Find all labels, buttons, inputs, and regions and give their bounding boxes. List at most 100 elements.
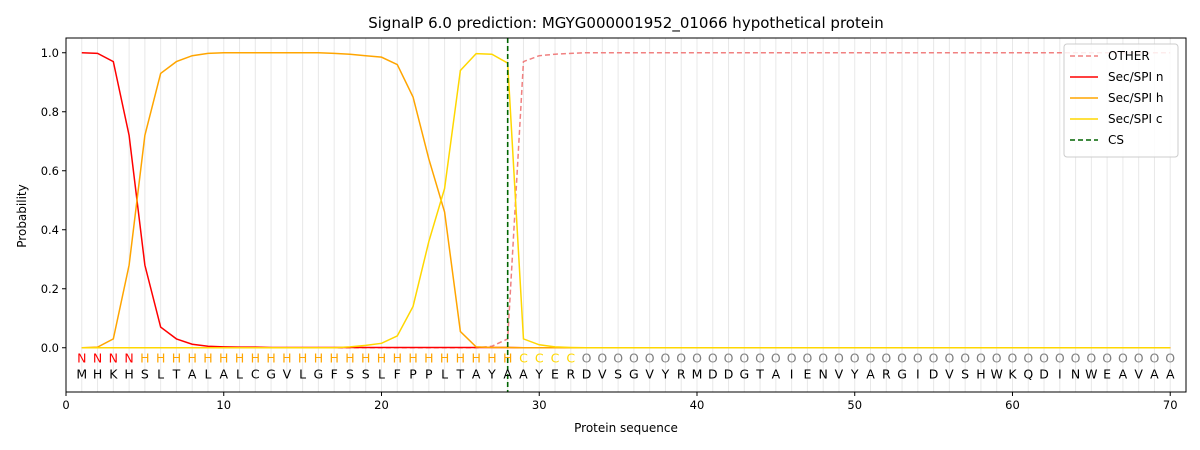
residue-label: V (598, 366, 607, 381)
residue-label: T (172, 366, 181, 381)
residue-label: A (188, 366, 197, 381)
region-label: H (187, 351, 196, 366)
region-label: O (661, 351, 671, 366)
legend-label: Sec/SPI h (1108, 91, 1163, 105)
region-label: H (424, 351, 433, 366)
region-label: H (298, 351, 307, 366)
residue-label: N (1071, 366, 1080, 381)
residue-label: Y (487, 366, 496, 381)
region-label: O (771, 351, 781, 366)
region-label: C (551, 351, 560, 366)
residue-label: N (819, 366, 828, 381)
residue-label: L (157, 366, 164, 381)
residue-label: S (346, 366, 354, 381)
y-tick-label: 1.0 (41, 46, 59, 60)
chart-title: SignalP 6.0 prediction: MGYG000001952_01… (368, 14, 884, 33)
region-label: O (913, 351, 923, 366)
residue-label: L (204, 366, 211, 381)
region-label: O (613, 351, 623, 366)
region-label: N (77, 351, 86, 366)
residue-label: D (929, 366, 939, 381)
residue-label: F (394, 366, 401, 381)
residue-label: I (790, 366, 794, 381)
residue-label: R (566, 366, 575, 381)
region-label: O (1134, 351, 1144, 366)
residue-label: W (991, 366, 1003, 381)
region-label: C (566, 351, 575, 366)
region-label: O (645, 351, 655, 366)
residue-label: Y (850, 366, 859, 381)
x-tick-label: 0 (62, 398, 69, 412)
region-label: O (850, 351, 860, 366)
region-label: N (93, 351, 102, 366)
region-label: H (140, 351, 149, 366)
region-label: O (676, 351, 686, 366)
residue-label: L (441, 366, 448, 381)
x-tick-label: 70 (1163, 398, 1178, 412)
residue-label: Y (661, 366, 670, 381)
region-label: O (1086, 351, 1096, 366)
y-tick-label: 0.2 (41, 282, 59, 296)
residue-label: V (283, 366, 292, 381)
legend-label: OTHER (1108, 49, 1150, 63)
residue-label: E (803, 366, 811, 381)
legend-label: Sec/SPI c (1108, 112, 1162, 126)
residue-label: M (76, 366, 87, 381)
chart-legend: OTHER Sec/SPI n Sec/SPI h Sec/SPI c CS (1063, 43, 1179, 158)
residue-label: T (456, 366, 465, 381)
residue-label: R (677, 366, 686, 381)
x-tick-label: 60 (1005, 398, 1020, 412)
region-label: O (692, 351, 702, 366)
region-label: O (1071, 351, 1081, 366)
region-label: O (787, 351, 797, 366)
region-label: C (519, 351, 528, 366)
region-label: H (282, 351, 291, 366)
y-tick-label: 0.0 (41, 341, 59, 355)
residue-label: P (425, 366, 433, 381)
residue-label: S (362, 366, 370, 381)
residue-label: I (916, 366, 920, 381)
axes-frame (65, 37, 1187, 393)
region-label: O (597, 351, 607, 366)
region-label: H (203, 351, 212, 366)
x-tick-label: 40 (690, 398, 705, 412)
residue-label: V (945, 366, 954, 381)
residue-label: H (124, 366, 133, 381)
region-label: O (1150, 351, 1160, 366)
residue-label: E (551, 366, 559, 381)
region-label: O (708, 351, 718, 366)
region-label: O (929, 351, 939, 366)
residue-label: P (409, 366, 417, 381)
region-label: O (818, 351, 828, 366)
residue-label: R (882, 366, 891, 381)
y-axis-label: Probability (15, 184, 29, 247)
region-label: H (219, 351, 228, 366)
region-label: O (960, 351, 970, 366)
legend-box (1063, 43, 1179, 158)
region-label: O (1023, 351, 1033, 366)
residue-label: D (1039, 366, 1049, 381)
plot-area: NMNHNKNHHSHLHTHAHLHAHLHCHGHVHLHGHFHSHSHL… (41, 37, 1187, 412)
x-tick-label: 30 (532, 398, 547, 412)
residue-label: A (219, 366, 228, 381)
region-label: O (944, 351, 954, 366)
region-label: H (172, 351, 181, 366)
region-label: H (235, 351, 244, 366)
region-label: H (408, 351, 417, 366)
region-label: H (471, 351, 480, 366)
residue-label: G (266, 366, 276, 381)
region-label: H (503, 351, 512, 366)
residue-label: D (708, 366, 718, 381)
residue-label: A (1119, 366, 1128, 381)
x-tick-label: 50 (847, 398, 862, 412)
residue-label: G (314, 366, 324, 381)
residue-label: W (1085, 366, 1097, 381)
residue-label: M (692, 366, 703, 381)
region-label: O (629, 351, 639, 366)
x-tick-label: 10 (216, 398, 231, 412)
residue-label: K (109, 366, 118, 381)
y-tick-label: 0.6 (41, 164, 59, 178)
region-label: O (755, 351, 765, 366)
residue-label: G (897, 366, 907, 381)
residue-label: S (961, 366, 969, 381)
